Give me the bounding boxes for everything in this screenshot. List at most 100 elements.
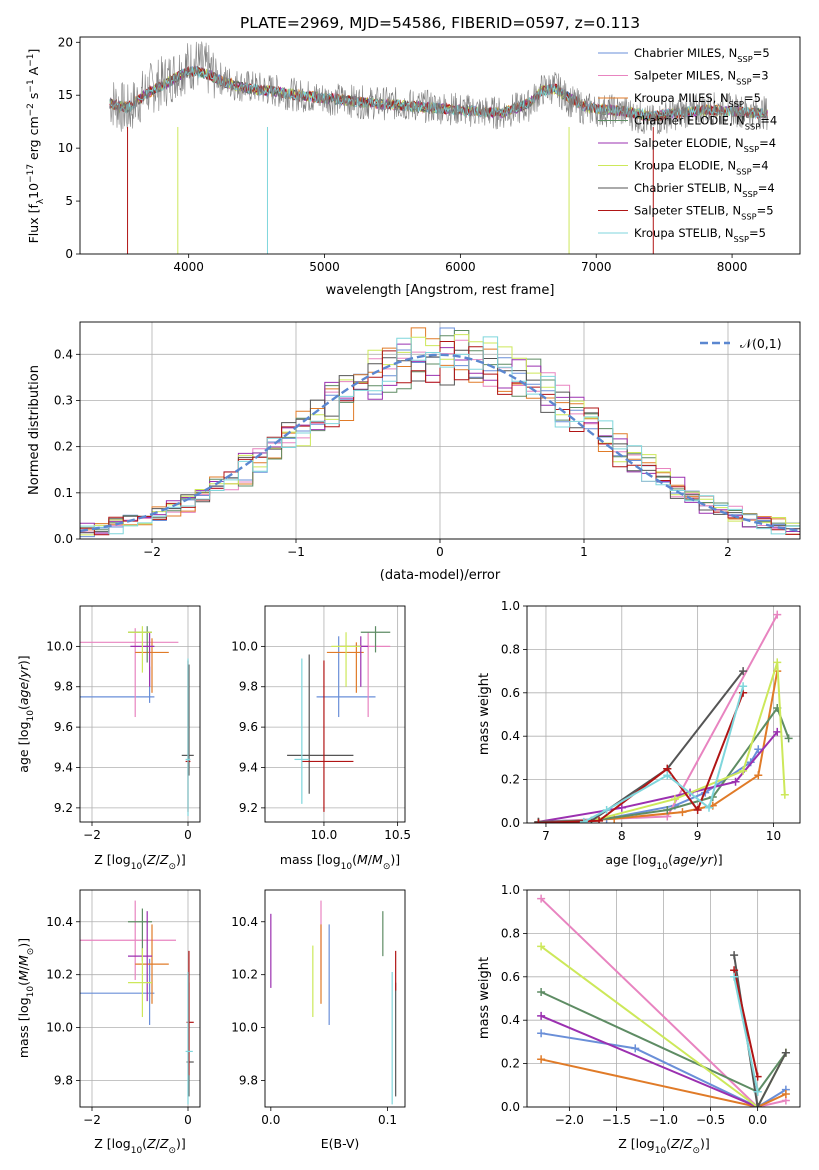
x-axis-label: age [log10(age/yr)]: [605, 852, 722, 872]
axes-Z_vs_age: −2 0 9.2 9.4 9.6 9.8 10.0: [46, 605, 201, 842]
y-tick-label: 0.0: [501, 1100, 520, 1114]
x-tick-label: −1.0: [649, 1113, 678, 1127]
y-tick-label: 9.2: [239, 801, 258, 815]
x-tick-label: 0: [184, 1113, 192, 1127]
x-tick-label: 8000: [717, 260, 748, 274]
axes-residuals: −2 −1 0 1 2 0.0 0.1 0.2 0.3 0.4: [54, 321, 801, 559]
series-line: [733, 970, 759, 1077]
y-tick-label: 1.0: [501, 599, 520, 613]
point-marker: [678, 808, 687, 817]
axes-frame: [264, 605, 406, 823]
y-axis-label: mass weight: [477, 957, 492, 1039]
legend-entry: Chabrier MILES, NSSP=5: [634, 46, 770, 64]
y-tick-label: 0.2: [54, 440, 73, 454]
point-marker: [537, 1029, 546, 1038]
y-tick-label: 0.4: [501, 1013, 520, 1027]
axes-spectrum: 4000 5000 6000 7000 8000 0 5 10 15 20: [58, 35, 801, 274]
x-tick-label: 0: [436, 545, 444, 559]
x-tick-label: 0.0: [748, 1113, 767, 1127]
x-axis-label: (data-model)/error: [380, 568, 501, 583]
legend-entry: Kroupa STELIB, NSSP=5: [634, 226, 766, 244]
axes-frame: [79, 605, 201, 823]
plot-area: [80, 327, 800, 538]
x-axis-label: E(B-V): [321, 1136, 360, 1151]
y-tick-label: 0.4: [501, 729, 520, 743]
y-tick-label: 9.8: [239, 680, 258, 694]
x-tick-label: 8: [618, 829, 626, 843]
point-marker: [537, 987, 546, 996]
plot-area: [537, 894, 790, 1107]
point-marker: [731, 777, 740, 786]
plot-area: [287, 626, 391, 812]
series-line: [540, 897, 787, 1107]
axes-Z_vs_weight: −2.0 −1.5 −1.0 −0.5 0.0 0.0 0.2 0.4 0.6 0.8 1.0: [501, 883, 801, 1127]
point-marker: [739, 766, 748, 775]
legend-entry: Salpeter MILES, NSSP=3: [634, 69, 769, 87]
x-tick-label: 1: [580, 545, 588, 559]
y-tick-label: 9.8: [239, 1074, 258, 1088]
x-axis-label: Z [log10(Z/Z⊙)]: [94, 1136, 186, 1156]
x-axis-label: mass [log10(M/M⊙)]: [280, 852, 400, 872]
legend-entry: Chabrier ELODIE, NSSP=4: [634, 114, 777, 132]
axes-frame: [264, 889, 406, 1108]
x-tick-label: 6000: [445, 260, 476, 274]
x-tick-label: 10.0: [311, 828, 338, 842]
y-tick-label: 0.8: [501, 926, 520, 940]
y-tick-label: 10.4: [231, 915, 258, 929]
x-axis-label: wavelength [Angstrom, rest frame]: [326, 283, 555, 298]
plot-area: [80, 626, 194, 816]
y-axis-label: mass weight: [477, 673, 492, 755]
x-axis-label: Z [log10(Z/Z⊙)]: [94, 852, 186, 872]
point-marker: [602, 805, 611, 814]
series-line: [538, 614, 779, 823]
axes-age_vs_weight: 7 8 9 10 0.0 0.2 0.4 0.6 0.8 1.0: [501, 599, 801, 843]
y-tick-label: 0.3: [54, 393, 73, 407]
axes-mass_vs_age: 10.0 10.5 9.2 9.4 9.6 9.8 10.0: [231, 605, 411, 842]
y-tick-label: 10.0: [231, 639, 258, 653]
point-marker: [663, 805, 672, 814]
series-line: [540, 1032, 787, 1107]
point-marker: [781, 1089, 790, 1098]
point-marker: [773, 610, 782, 619]
point-marker: [595, 816, 604, 823]
x-tick-label: 0.1: [378, 1113, 397, 1127]
x-axis-label: Z [log10(Z/Z⊙)]: [618, 1136, 710, 1156]
x-tick-label: 7: [542, 829, 550, 843]
y-axis-label: Flux [fλ10−17 erg cm−2 s−1 A−1]: [26, 49, 46, 244]
legend-entry: Kroupa ELODIE, NSSP=4: [634, 159, 769, 177]
data-line: [109, 41, 768, 135]
point-marker: [537, 942, 546, 951]
x-tick-label: 9: [694, 829, 702, 843]
x-tick-label: −2: [83, 828, 101, 842]
x-tick-label: 4000: [173, 260, 204, 274]
y-tick-label: 5: [65, 194, 73, 208]
y-tick-label: 0.4: [54, 347, 73, 361]
y-tick-label: 10: [58, 141, 73, 155]
y-tick-label: 0.8: [501, 642, 520, 656]
x-tick-label: −1.5: [602, 1113, 631, 1127]
y-tick-label: 0: [65, 247, 73, 261]
point-marker: [780, 790, 789, 799]
point-marker: [670, 795, 679, 804]
legend-entry: Chabrier STELIB, NSSP=4: [634, 181, 775, 199]
y-tick-label: 10.4: [46, 915, 73, 929]
x-tick-label: 0.0: [261, 1113, 280, 1127]
x-tick-label: −2: [143, 545, 161, 559]
legend-entry: 𝒩(0,1): [740, 336, 782, 351]
point-marker: [730, 972, 739, 981]
point-marker: [730, 951, 739, 960]
y-tick-label: 10.0: [46, 639, 73, 653]
y-tick-label: 9.6: [239, 720, 258, 734]
y-tick-label: 9.8: [54, 680, 73, 694]
y-tick-label: 15: [58, 88, 73, 102]
point-marker: [537, 894, 546, 903]
point-marker: [781, 1048, 790, 1057]
point-marker: [739, 667, 748, 676]
x-tick-label: −0.5: [696, 1113, 725, 1127]
y-tick-label: 9.6: [54, 720, 73, 734]
y-tick-label: 0.6: [501, 970, 520, 984]
axes-frame: [79, 889, 201, 1108]
x-tick-label: 0: [184, 828, 192, 842]
legend-entry: Salpeter STELIB, NSSP=5: [634, 204, 774, 222]
point-marker: [537, 1055, 546, 1064]
